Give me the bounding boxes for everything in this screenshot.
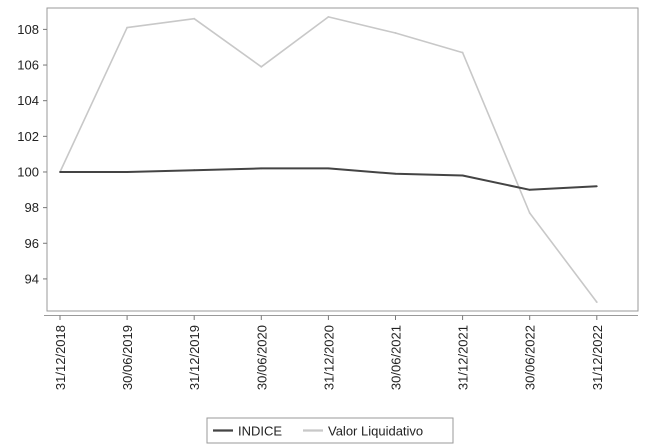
- x-tick-label: 30/06/2022: [523, 325, 538, 390]
- data-point: [260, 167, 263, 170]
- data-point: [59, 171, 61, 173]
- data-point: [461, 51, 464, 54]
- x-tick-label: 31/12/2020: [321, 325, 336, 390]
- data-point: [327, 16, 330, 18]
- x-tick-label: 31/12/2021: [456, 325, 471, 390]
- data-point: [126, 171, 128, 173]
- x-tick-label: 30/06/2019: [120, 325, 135, 390]
- legend-item-indice: INDICE: [213, 424, 282, 439]
- data-point: [461, 174, 464, 177]
- legend-label: INDICE: [238, 424, 282, 439]
- data-point: [260, 65, 263, 68]
- x-tick-label: 30/06/2021: [389, 325, 404, 390]
- plot-area: [46, 7, 639, 312]
- legend-label: Valor Liquidativo: [328, 424, 423, 439]
- data-point: [193, 169, 196, 172]
- legend-box: [206, 417, 454, 444]
- x-tick-label: 31/12/2022: [590, 325, 605, 390]
- y-tick-label: 94: [25, 271, 39, 286]
- legend-item-valor-liquidativo: Valor Liquidativo: [303, 424, 423, 439]
- data-point: [595, 185, 598, 188]
- y-tick-label: 108: [17, 22, 39, 37]
- x-axis: 31/12/2018 30/06/2019 31/12/2019 30/06/2020…: [44, 315, 638, 390]
- y-axis: 94 96 98 100 102 104 106 108: [17, 22, 47, 286]
- y-tick-label: 96: [25, 236, 39, 251]
- legend: INDICE Valor Liquidativo: [206, 417, 454, 444]
- series-layer: [59, 16, 598, 303]
- data-point: [394, 172, 397, 175]
- y-tick-label: 102: [17, 129, 39, 144]
- x-tick-label: 31/12/2018: [53, 325, 68, 390]
- plot-frame: [46, 7, 639, 312]
- y-tick-label: 100: [17, 164, 39, 179]
- data-point: [528, 188, 531, 191]
- y-tick-label: 98: [25, 200, 39, 215]
- data-point: [193, 17, 196, 20]
- data-point: [327, 167, 330, 170]
- x-tick-label: 30/06/2020: [254, 325, 269, 390]
- y-tick-label: 104: [17, 93, 39, 108]
- data-point: [126, 26, 128, 29]
- data-point: [595, 301, 598, 303]
- x-tick-label: 31/12/2019: [187, 325, 202, 390]
- data-point: [528, 212, 531, 214]
- data-point: [394, 32, 397, 34]
- y-tick-label: 106: [17, 58, 39, 73]
